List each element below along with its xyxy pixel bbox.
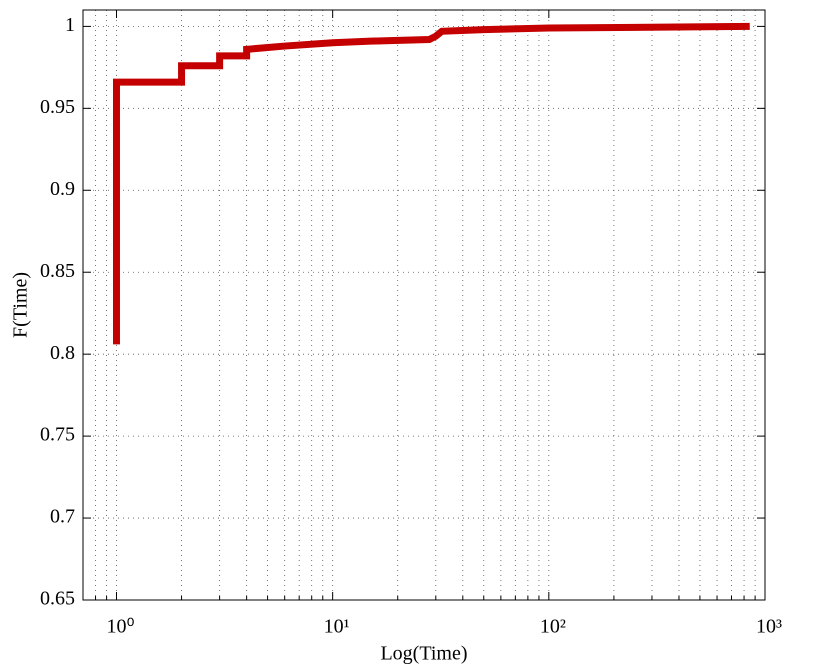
y-tick-label: 0.65: [40, 588, 75, 610]
y-tick-label: 0.8: [50, 342, 75, 364]
y-tick-label: 1: [65, 14, 75, 36]
y-tick-label: 0.7: [50, 506, 75, 528]
x-tick-label: 10¹: [324, 616, 350, 638]
x-tick-label: 10⁰: [106, 616, 134, 638]
x-tick-label: 10³: [756, 616, 782, 638]
y-tick-label: 0.95: [40, 96, 75, 118]
y-axis-label: F(Time): [10, 272, 32, 338]
x-tick-label: 10²: [540, 616, 566, 638]
plot-frame: [82, 9, 766, 601]
y-tick-label: 0.75: [40, 424, 75, 446]
y-tick-label: 0.9: [50, 178, 75, 200]
data-line: [112, 22, 750, 345]
y-tick-label: 0.85: [40, 260, 75, 282]
x-axis-label: Log(Time): [380, 643, 467, 665]
